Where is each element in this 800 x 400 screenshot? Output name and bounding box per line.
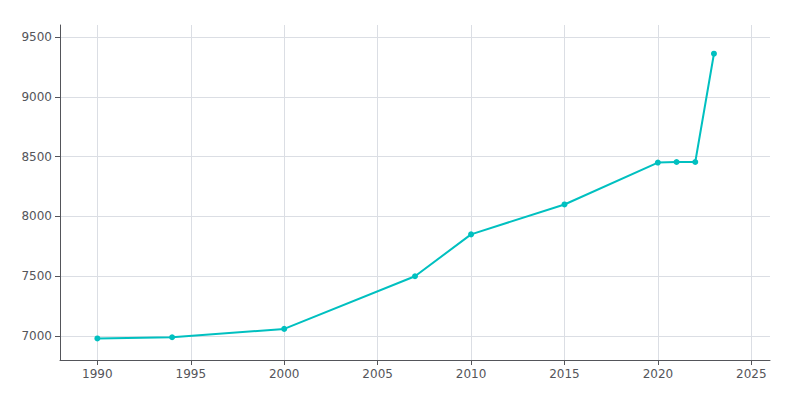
svg-text:2005: 2005 <box>362 367 393 381</box>
svg-text:2000: 2000 <box>269 367 300 381</box>
svg-text:2020: 2020 <box>643 367 674 381</box>
svg-text:1990: 1990 <box>82 367 113 381</box>
svg-text:2010: 2010 <box>456 367 487 381</box>
svg-text:8000: 8000 <box>21 209 52 223</box>
svg-text:9500: 9500 <box>21 30 52 44</box>
svg-text:2015: 2015 <box>549 367 580 381</box>
svg-text:7000: 7000 <box>21 329 52 343</box>
svg-text:1995: 1995 <box>176 367 207 381</box>
svg-text:8500: 8500 <box>21 150 52 164</box>
svg-text:9000: 9000 <box>21 90 52 104</box>
svg-text:2025: 2025 <box>736 367 767 381</box>
svg-text:7500: 7500 <box>21 269 52 283</box>
